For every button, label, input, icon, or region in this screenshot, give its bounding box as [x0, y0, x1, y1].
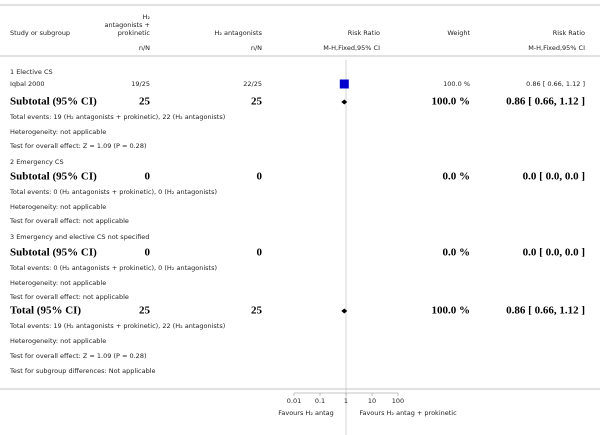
header-col2-sub: n/N: [251, 44, 262, 52]
row-label: Total events: 0 (H₂ antagonists + prokin…: [9, 264, 217, 272]
effect: 0.0 [ 0.0, 0.0 ]: [523, 171, 585, 183]
header-study: Study or subgroup: [10, 29, 70, 37]
events-1: 25: [139, 96, 151, 108]
tick-label: 0.1: [315, 397, 325, 405]
weight: 100.0 %: [443, 80, 470, 88]
header-weight: Weight: [447, 29, 470, 37]
events-1: 0: [145, 247, 151, 259]
events-1: 0: [145, 171, 151, 183]
row-label: Heterogeneity: not applicable: [10, 279, 106, 287]
header-plot-sub: M-H,Fixed,95% CI: [323, 44, 380, 52]
row-label: Heterogeneity: not applicable: [10, 128, 106, 136]
row-label: 3 Emergency and elective CS not specifie…: [10, 233, 149, 241]
row-label: Subtotal (95% CI): [10, 171, 97, 183]
pooled-diamond: [341, 99, 348, 105]
row-label: Total events: 0 (H₂ antagonists + prokin…: [9, 188, 217, 196]
tick-label: 0.01: [287, 397, 301, 405]
events-2: 0: [257, 247, 263, 259]
row-label: 2 Emergency CS: [10, 158, 64, 166]
events-2: 0: [257, 171, 263, 183]
weight: 100.0 %: [432, 305, 471, 317]
row-label: 1 Elective CS: [10, 68, 53, 76]
effect: 0.86 [ 0.66, 1.12 ]: [506, 96, 585, 108]
row-label: Test for overall effect: not applicable: [9, 217, 129, 225]
header-col1: H₂: [143, 13, 151, 21]
events-1: 25: [139, 305, 151, 317]
effect: 0.86 [ 0.66, 1.12 ]: [506, 305, 585, 317]
tick-label: 10: [368, 397, 376, 405]
row-label: Test for overall effect: Z = 1.09 (P = 0…: [9, 352, 147, 360]
events-2: 22/25: [243, 80, 262, 88]
effect: 0.86 [ 0.66, 1.12 ]: [526, 80, 585, 88]
header-col1: antagonists +: [105, 21, 151, 29]
events-2: 25: [251, 96, 263, 108]
row-label: Subtotal (95% CI): [10, 247, 97, 259]
tick-label: 100: [392, 397, 404, 405]
events-2: 25: [251, 305, 263, 317]
row-label: Heterogeneity: not applicable: [10, 203, 106, 211]
weight: 0.0 %: [443, 247, 471, 259]
favours-right: Favours H₂ antag + prokinetic: [359, 409, 457, 417]
row-label: Test for overall effect: Z = 1.09 (P = 0…: [9, 142, 147, 150]
header-plot: Risk Ratio: [348, 29, 380, 37]
row-label: Total events: 19 (H₂ antagonists + proki…: [9, 322, 225, 330]
header-effect-sub: M-H,Fixed,95% CI: [528, 44, 585, 52]
header-col1-sub: n/N: [139, 44, 150, 52]
header-col2: H₂ antagonists: [214, 29, 262, 37]
weight: 100.0 %: [432, 96, 471, 108]
favours-left: Favours H₂ antag: [278, 409, 334, 417]
tick-label: 1: [344, 397, 348, 405]
row-label: Total events: 19 (H₂ antagonists + proki…: [9, 113, 225, 121]
weight: 0.0 %: [443, 171, 471, 183]
row-label: Heterogeneity: not applicable: [10, 337, 106, 345]
pooled-diamond: [341, 308, 348, 314]
row-label: Test for overall effect: not applicable: [9, 293, 129, 301]
events-1: 19/25: [131, 80, 150, 88]
row-label: Total (95% CI): [10, 305, 81, 317]
row-label: Test for subgroup differences: Not appli…: [9, 367, 156, 375]
row-label: Subtotal (95% CI): [10, 96, 97, 108]
study-square: [339, 79, 349, 89]
row-label: Iqbal 2000: [10, 80, 45, 88]
header-col1: prokinetic: [118, 29, 151, 37]
effect: 0.0 [ 0.0, 0.0 ]: [523, 247, 585, 259]
header-effect: Risk Ratio: [553, 29, 585, 37]
